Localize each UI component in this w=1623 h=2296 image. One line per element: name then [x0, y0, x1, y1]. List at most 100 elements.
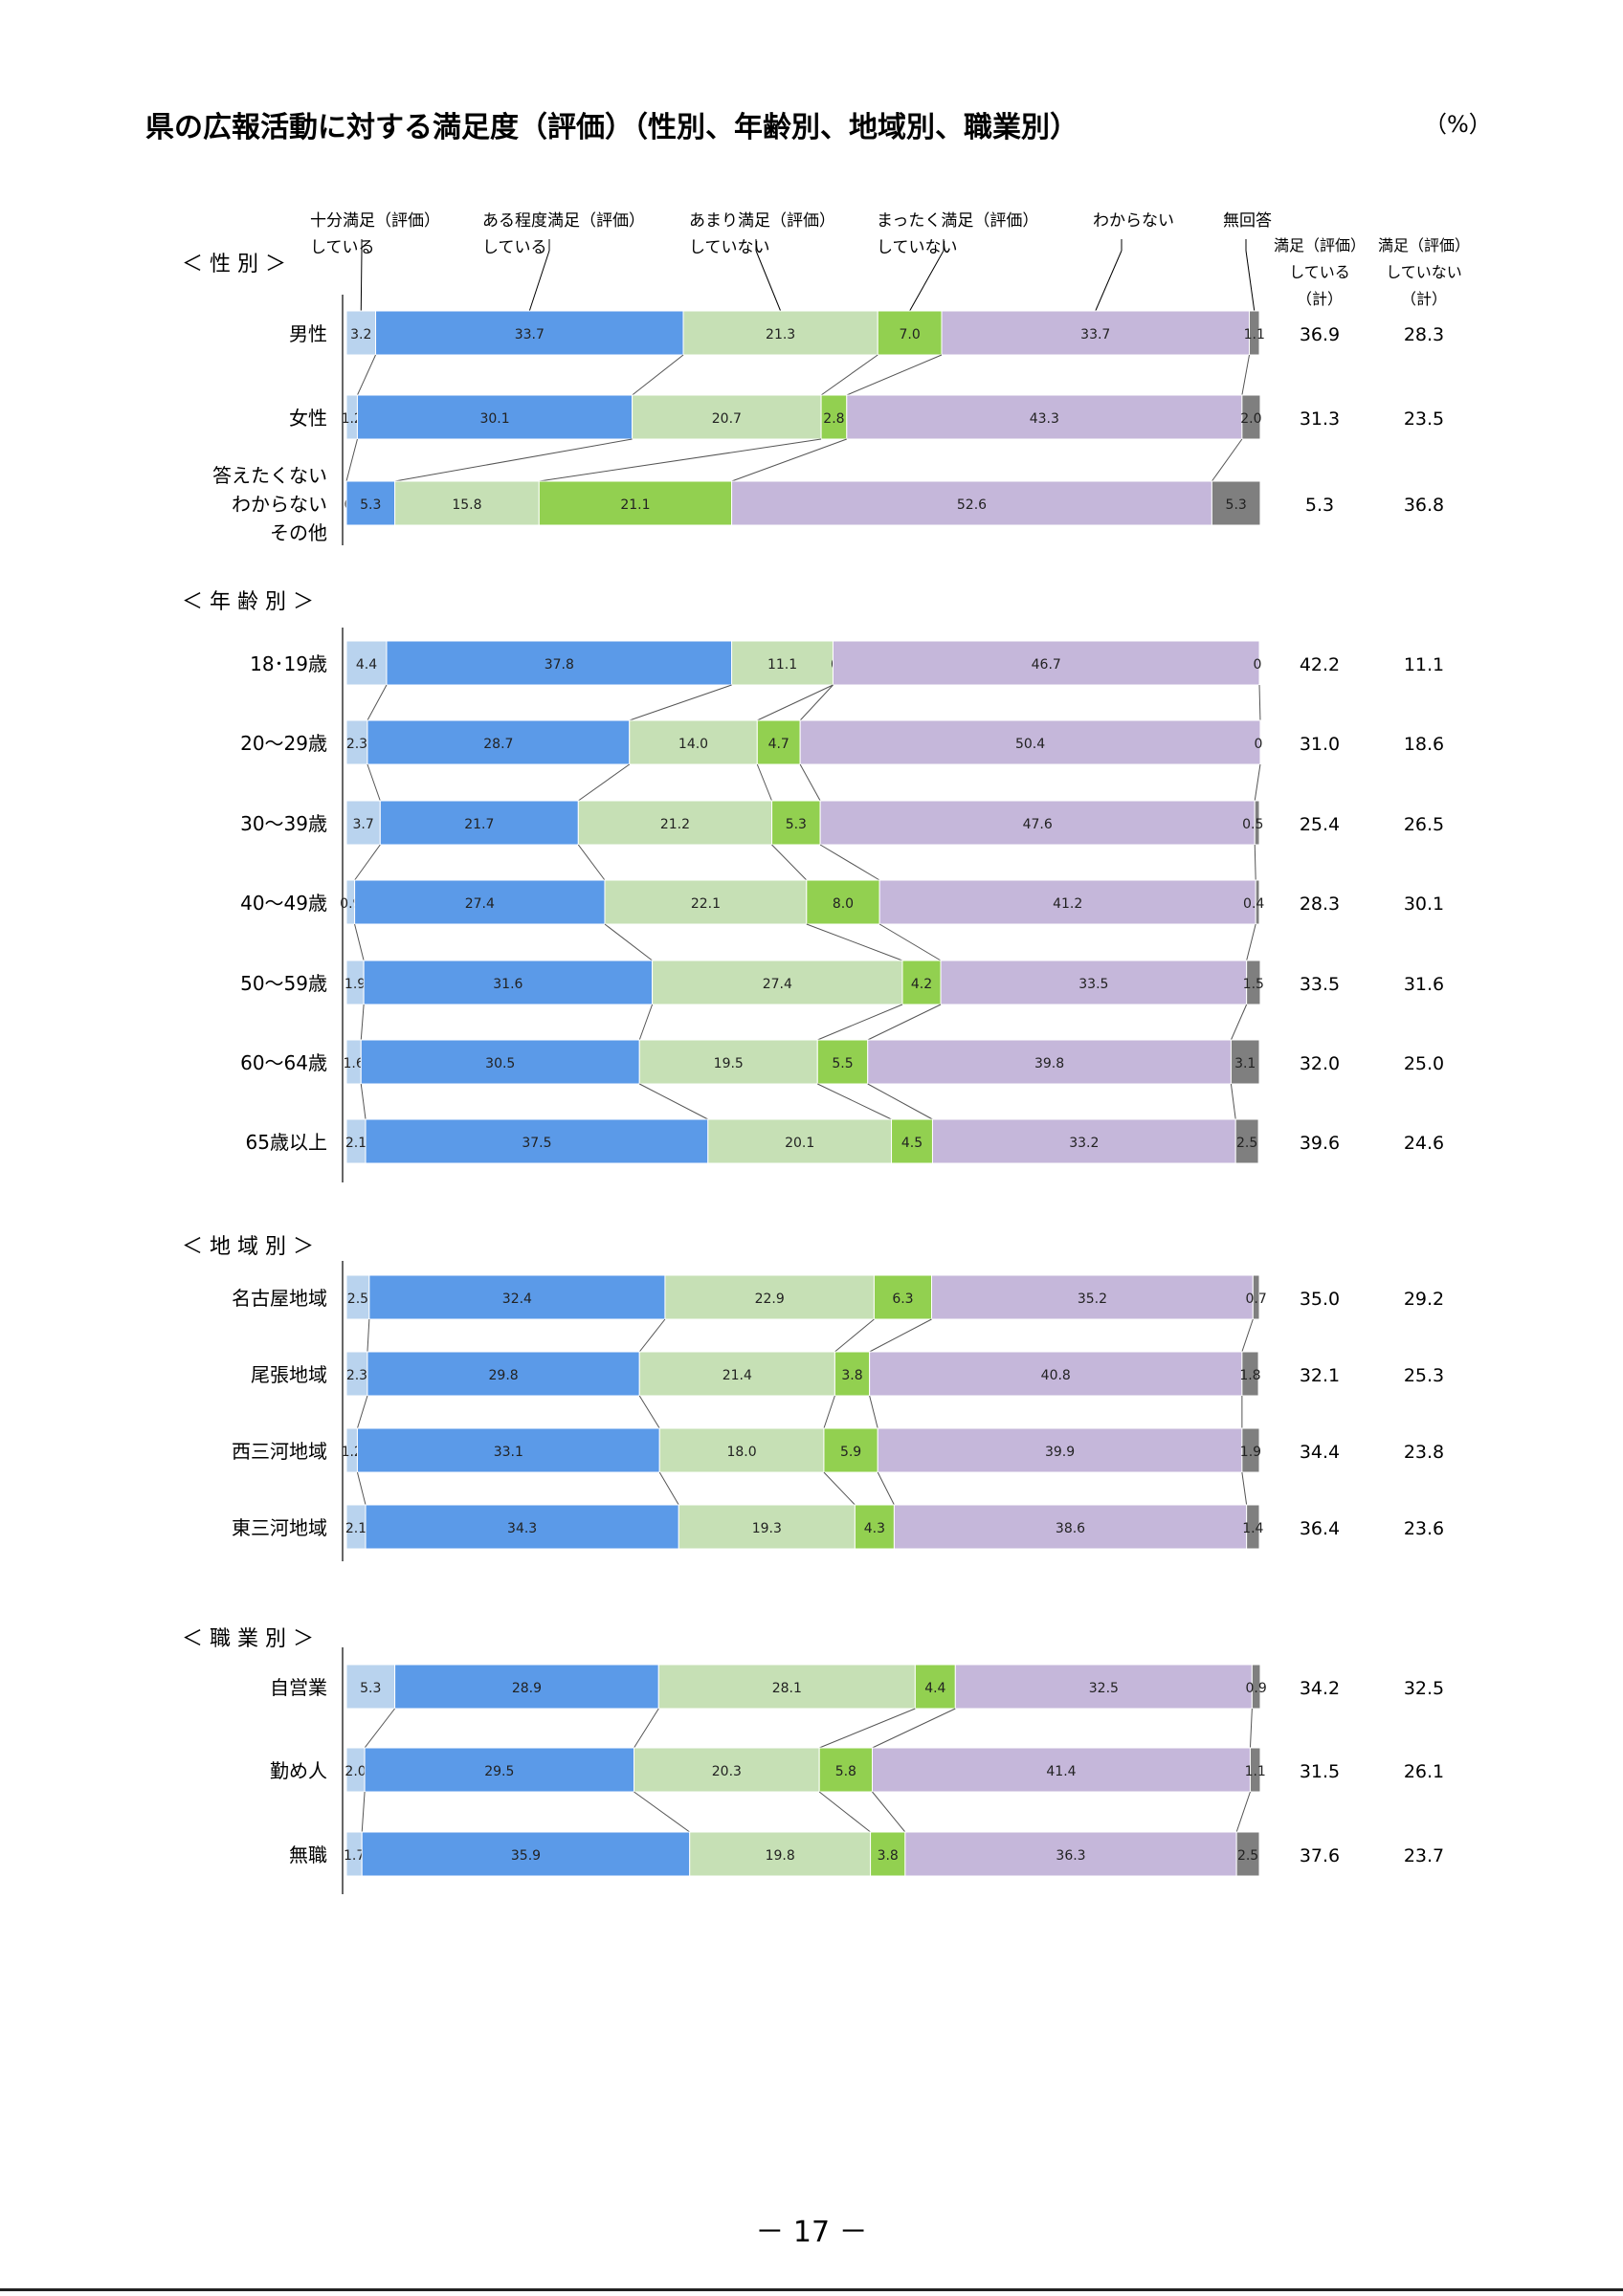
data-label: 2.5: [347, 1292, 368, 1307]
summary-unsatisfied: 32.5: [1404, 1678, 1444, 1699]
connector-line: [834, 1318, 875, 1353]
data-label: 43.3: [1030, 411, 1059, 427]
data-label: 6.3: [892, 1292, 913, 1307]
data-label: 1.4: [1242, 1521, 1263, 1536]
connector-line: [639, 1083, 709, 1120]
bar-segment: [345, 1664, 396, 1710]
connector-line: [638, 1318, 666, 1353]
data-label: 21.2: [660, 817, 690, 832]
connector-line: [1241, 1318, 1254, 1353]
data-label: 4.3: [864, 1521, 885, 1536]
data-label: 3.8: [841, 1368, 862, 1383]
connector-line: [539, 438, 822, 482]
summary-header-2-line2: していない: [1386, 263, 1462, 281]
bar-segment: [345, 480, 396, 526]
data-label: 28.9: [512, 1681, 542, 1696]
connector-line: [354, 844, 381, 881]
category-label: 18･19歳: [250, 652, 327, 675]
summary-unsatisfied: 23.6: [1404, 1518, 1444, 1539]
connector-line: [756, 763, 773, 802]
connector-line: [872, 1791, 906, 1833]
bar-segment: [1249, 1747, 1261, 1793]
bar-segment: [931, 1118, 1236, 1164]
group-label-1: ＜ 性 別 ＞: [182, 253, 286, 276]
legend-label-6: 無回答: [1223, 211, 1272, 231]
summary-header-2: 満足（評価）: [1378, 236, 1470, 254]
bar-segment: [816, 1039, 869, 1085]
connector-line: [1249, 1708, 1253, 1749]
bar-segment: [375, 310, 684, 356]
connector-line: [1230, 1083, 1236, 1120]
data-label: 1.6: [343, 1056, 364, 1071]
bar-segment: [707, 1118, 893, 1164]
connector-line: [817, 1083, 892, 1120]
summary-unsatisfied: 24.6: [1404, 1133, 1444, 1154]
summary-satisfied: 31.0: [1300, 734, 1340, 755]
data-label: 3.8: [878, 1848, 899, 1864]
data-label: 1.9: [1240, 1445, 1261, 1460]
bar-segment: [1235, 1831, 1260, 1877]
category-label: 勤め人: [270, 1759, 327, 1782]
data-label: 52.6: [957, 497, 987, 513]
category-label: 男性: [289, 322, 327, 345]
connector-line: [360, 1004, 365, 1041]
connector-line: [1254, 844, 1256, 881]
bar-segment: [638, 1351, 835, 1397]
bar-segment: [904, 1831, 1237, 1877]
summary-satisfied: 28.3: [1300, 894, 1340, 915]
bar-segment: [678, 1504, 856, 1550]
data-label: 19.5: [714, 1056, 744, 1071]
connector-line: [345, 438, 358, 482]
data-label: 47.6: [1023, 817, 1053, 832]
data-label: 21.7: [464, 817, 494, 832]
connector-line: [367, 1318, 370, 1353]
bar-segment: [941, 310, 1251, 356]
summary-satisfied: 31.3: [1300, 408, 1340, 430]
data-label: 36.3: [1056, 1848, 1085, 1864]
bar-segment: [877, 310, 943, 356]
data-label: 30.1: [479, 411, 509, 427]
category-label: 50～59歳: [240, 972, 327, 995]
bar-segment: [652, 960, 903, 1005]
summary-satisfied: 35.0: [1300, 1289, 1340, 1310]
data-label: 39.9: [1045, 1445, 1075, 1460]
data-label: 29.8: [489, 1368, 519, 1383]
summary-satisfied: 34.2: [1300, 1678, 1340, 1699]
bar-segment: [367, 719, 631, 765]
bar-segment: [364, 1747, 635, 1793]
bar-segment: [689, 1831, 872, 1877]
connector-line: [578, 763, 631, 802]
connector-line: [629, 684, 732, 721]
connector-line: [872, 1708, 956, 1749]
bar-segment: [1246, 1504, 1260, 1550]
bar-segment: [823, 1427, 878, 1473]
bar-segment: [854, 1504, 895, 1550]
data-label: 0.9: [1246, 1681, 1267, 1696]
category-label: 答えたくない: [212, 464, 327, 487]
connector-line: [818, 1708, 916, 1749]
legend-pointer-1: [360, 250, 363, 312]
legend-label-1-line2: している: [310, 238, 375, 257]
connector-line: [817, 1004, 903, 1041]
connector-line: [1241, 1471, 1248, 1506]
legend-pointer-3: [755, 250, 782, 312]
summary-satisfied: 36.9: [1300, 324, 1340, 345]
summary-satisfied: 5.3: [1305, 495, 1334, 516]
data-label: 41.2: [1053, 896, 1082, 912]
summary-satisfied: 31.5: [1300, 1761, 1340, 1782]
stacked-bar-chart: 十分満足（評価） している ある程度満足（評価） している あまり満足（評価） していない…: [182, 211, 1470, 1894]
summary-unsatisfied: 23.7: [1404, 1845, 1444, 1866]
data-label: 1.7: [344, 1848, 365, 1864]
data-label: 32.4: [502, 1292, 532, 1307]
data-label: 2.1: [345, 1136, 367, 1151]
data-label: 3.7: [353, 817, 374, 832]
bar-segment: [577, 800, 773, 846]
bar-segment: [771, 800, 821, 846]
data-label: 33.7: [1080, 327, 1110, 342]
data-label: 35.2: [1078, 1292, 1107, 1307]
connector-line: [356, 1395, 368, 1429]
data-label: 15.8: [452, 497, 481, 513]
bar-segment: [914, 1664, 956, 1710]
data-label: 2.0: [345, 1764, 366, 1779]
data-label: 3.1: [1234, 1056, 1256, 1071]
